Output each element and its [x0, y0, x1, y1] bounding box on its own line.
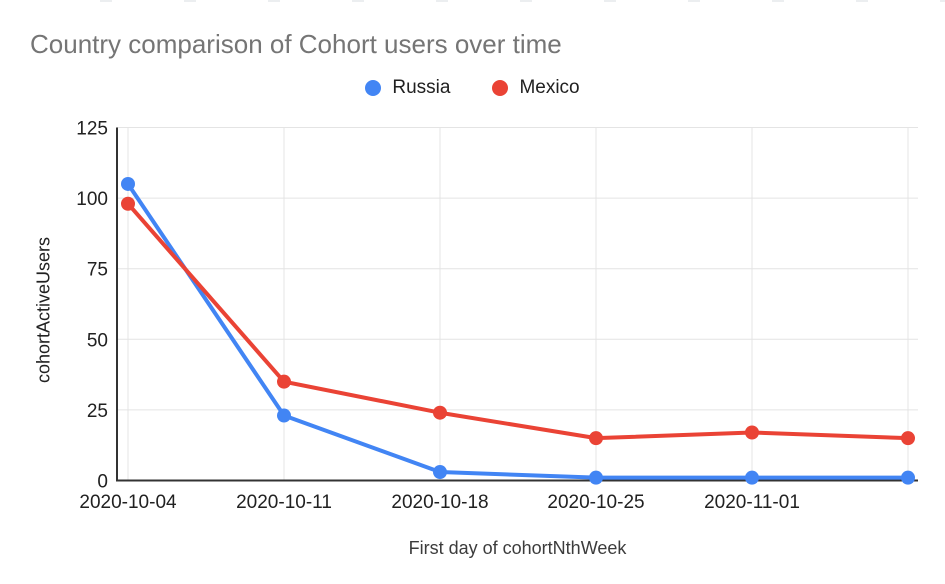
x-axis-title: First day of cohortNthWeek	[408, 538, 627, 558]
x-tick-label: 2020-10-04	[79, 492, 177, 513]
data-point-mexico-2[interactable]	[433, 405, 447, 420]
data-point-mexico-0[interactable]	[121, 196, 135, 211]
y-tick-label: 25	[87, 401, 108, 422]
y-tick-label: 75	[87, 260, 108, 281]
y-tick-label: 0	[97, 472, 108, 493]
data-point-russia-2[interactable]	[433, 465, 447, 480]
data-point-mexico-5[interactable]	[901, 431, 915, 446]
legend-item-russia[interactable]: Russia	[365, 77, 450, 99]
legend: Russia Mexico	[0, 77, 945, 99]
data-point-mexico-4[interactable]	[745, 425, 759, 440]
top-edge-crop-artifact	[28, 0, 945, 2]
data-point-russia-0[interactable]	[121, 176, 135, 191]
data-point-russia-4[interactable]	[745, 470, 759, 485]
x-tick-label: 2020-10-11	[236, 492, 332, 513]
y-axis-title: cohortActiveUsers	[33, 236, 54, 384]
data-point-russia-5[interactable]	[901, 470, 915, 485]
x-tick-label: 2020-10-18	[391, 492, 488, 513]
y-tick-label: 50	[87, 330, 108, 351]
legend-label-mexico: Mexico	[519, 77, 580, 98]
data-point-russia-3[interactable]	[589, 470, 603, 485]
x-tick-label: 2020-11-01	[704, 492, 800, 513]
series-line-russia[interactable]	[126, 181, 910, 480]
y-tick-label: 100	[76, 189, 108, 210]
data-point-mexico-3[interactable]	[589, 431, 603, 446]
legend-dot-russia-icon	[365, 80, 382, 96]
y-tick-label: 125	[76, 119, 108, 140]
data-point-mexico-1[interactable]	[277, 374, 291, 389]
series-line-mexico[interactable]	[126, 201, 910, 441]
chart-title: Country comparison of Cohort users over …	[30, 29, 562, 59]
legend-item-mexico[interactable]: Mexico	[492, 77, 580, 99]
data-point-russia-1[interactable]	[277, 408, 291, 423]
x-tick-label: 2020-10-25	[547, 492, 644, 513]
legend-label-russia: Russia	[392, 77, 451, 98]
legend-dot-mexico-icon	[492, 80, 509, 96]
